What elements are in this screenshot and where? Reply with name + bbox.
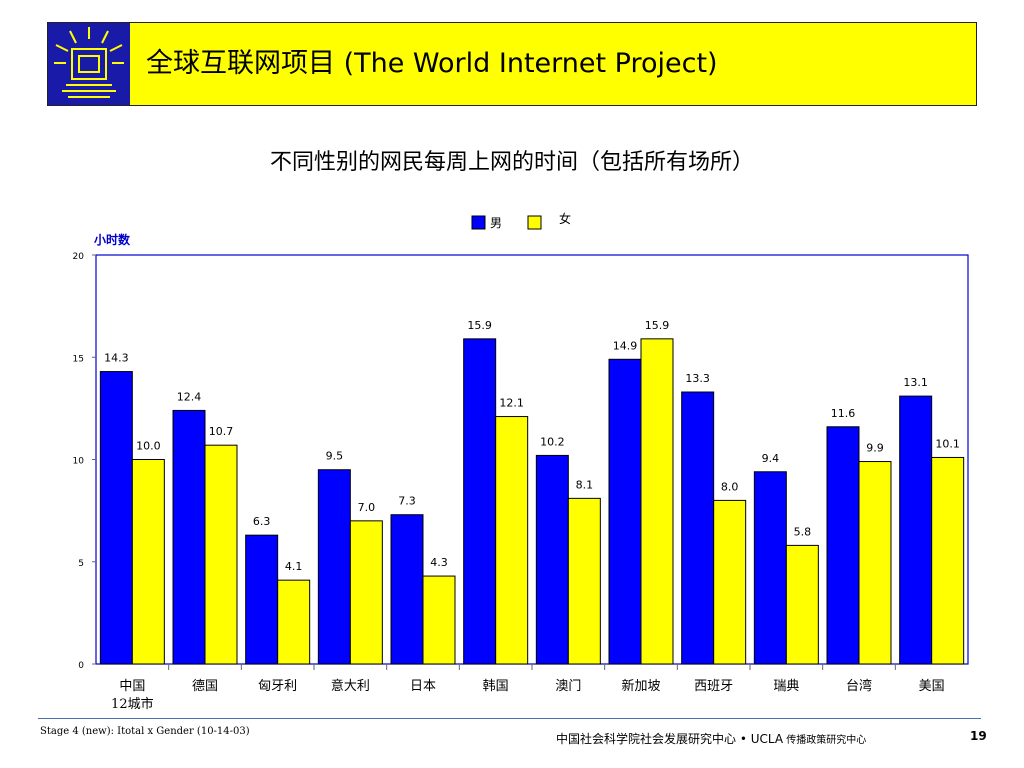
data-label: 10.2	[540, 435, 565, 448]
chart-title: 不同性别的网民每周上网的时间（包括所有场所）	[269, 150, 754, 175]
data-label: 12.1	[499, 397, 524, 410]
data-label: 12.4	[177, 390, 202, 403]
legend-swatch-female	[527, 215, 542, 230]
data-label: 13.3	[685, 372, 710, 385]
bar-female	[567, 497, 601, 665]
legend-swatch-male	[471, 215, 486, 230]
data-label: 4.3	[430, 556, 448, 569]
bar-male	[99, 371, 133, 665]
y-tick-label: 5	[78, 559, 84, 569]
x-category-label: 意大利	[331, 678, 370, 694]
bar-male	[172, 409, 206, 665]
bar-female	[713, 499, 747, 665]
bar-female	[858, 461, 892, 665]
footer-organizations: 中国社会科学院社会发展研究中心 • UCLA 传播政策研究中心	[556, 730, 866, 747]
x-category-label: 日本	[410, 679, 436, 694]
data-label: 13.1	[903, 376, 928, 389]
data-label: 15.9	[645, 319, 670, 332]
footer-org-cass: 中国社会科学院社会发展研究中心 •	[556, 732, 751, 746]
bar-female	[495, 416, 529, 665]
header-bar: 全球互联网项目 (The World Internet Project)	[47, 22, 977, 106]
data-label: 10.0	[136, 440, 161, 453]
bar-male	[245, 534, 279, 665]
data-label: 15.9	[467, 319, 492, 332]
logo	[48, 23, 130, 105]
bar-female	[422, 575, 456, 665]
x-category-label: 瑞典	[773, 679, 799, 694]
bar-male	[463, 338, 497, 665]
bar-male	[826, 426, 860, 665]
y-axis-title: 小时数	[94, 232, 131, 247]
footer-org-ucla: UCLA	[750, 732, 784, 746]
data-label: 7.0	[358, 501, 376, 514]
bar-female	[931, 456, 965, 665]
bar-female	[785, 544, 819, 665]
legend-label-female: 女	[559, 211, 571, 226]
data-label: 5.8	[794, 525, 812, 538]
data-label: 11.6	[831, 407, 856, 420]
bar-male	[535, 454, 569, 665]
data-label: 8.1	[576, 478, 594, 491]
footer-source-note: Stage 4 (new): Itotal x Gender (10-14-03…	[40, 726, 250, 737]
y-tick-label: 10	[73, 457, 85, 467]
x-category-label: 西班牙	[694, 679, 733, 694]
x-category-label: 匈牙利	[258, 679, 297, 694]
x-category-label: 德国	[192, 679, 218, 694]
data-label: 14.9	[613, 339, 638, 352]
logo-icon	[54, 27, 124, 98]
data-label: 10.7	[209, 425, 234, 438]
data-label: 9.4	[762, 452, 780, 465]
data-label: 14.3	[104, 352, 129, 365]
data-label: 9.5	[326, 450, 344, 463]
bar-female	[277, 579, 311, 665]
bar-male	[681, 391, 715, 665]
y-tick-label: 0	[78, 661, 84, 671]
data-label: 6.3	[253, 515, 271, 528]
x-category-label: 澳门	[555, 678, 581, 694]
bar-female	[640, 338, 674, 665]
bar-male	[390, 514, 424, 665]
y-tick-label: 20	[73, 252, 85, 262]
y-tick-label: 15	[73, 354, 84, 364]
x-category-label: 韩国	[483, 679, 509, 694]
footer-org-center: 传播政策研究中心	[783, 735, 867, 746]
bar-chart: 小时数 0 5 10 15 20 14.3 10.0 中国 12城市 12.4 10.7 德国 6.3 4.…	[73, 211, 969, 712]
data-label: 7.3	[398, 495, 416, 508]
x-category-sublabel: 12城市	[111, 696, 154, 712]
bar-male	[753, 471, 787, 665]
x-category-label: 美国	[919, 679, 945, 694]
legend-label-male: 男	[490, 216, 502, 230]
x-category-label: 台湾	[846, 678, 872, 694]
page-number: 19	[970, 729, 987, 743]
bar-female	[131, 459, 165, 665]
data-label: 10.1	[935, 437, 960, 450]
bar-female	[204, 444, 238, 665]
page-title: 全球互联网项目 (The World Internet Project)	[146, 48, 718, 79]
x-category-label: 新加坡	[621, 678, 660, 694]
bar-male	[608, 358, 642, 665]
bar-female	[349, 520, 383, 665]
footer-divider	[38, 718, 981, 719]
data-label: 4.1	[285, 560, 303, 573]
data-label: 9.9	[866, 442, 884, 455]
bar-male	[317, 469, 351, 665]
x-category-label: 中国	[119, 679, 145, 694]
data-label: 8.0	[721, 480, 739, 493]
bar-male	[899, 395, 933, 665]
